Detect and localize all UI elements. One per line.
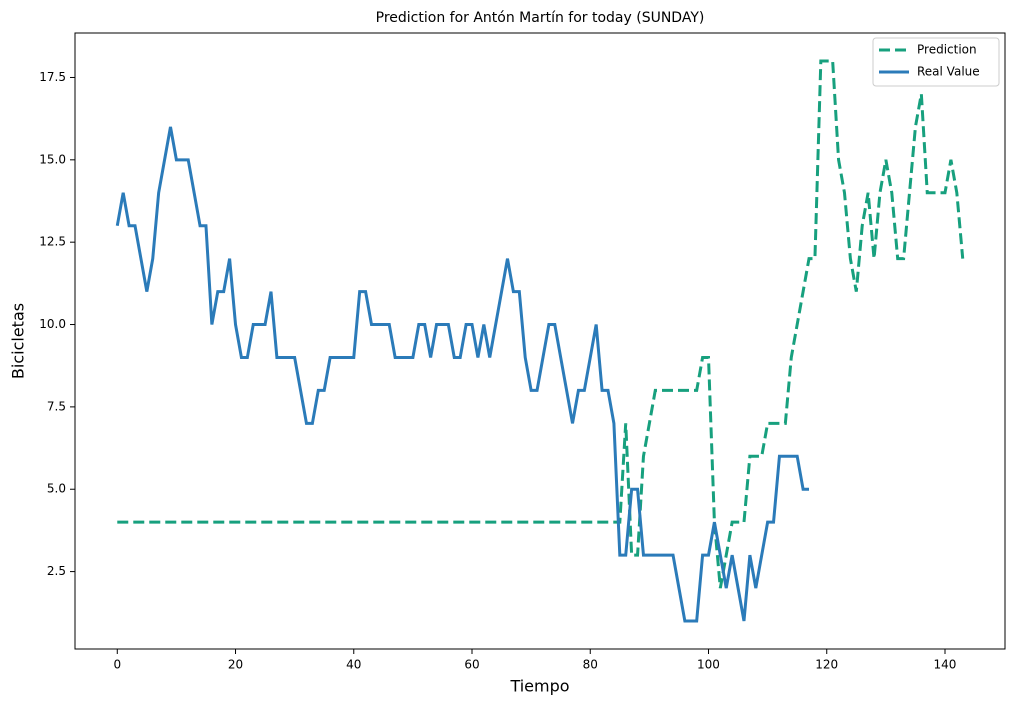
x-tick-label: 20 (228, 658, 243, 672)
legend-label: Prediction (917, 43, 977, 57)
legend-label: Real Value (917, 65, 980, 79)
data-line (115, 126, 810, 623)
y-tick-label: 2.5 (47, 564, 66, 578)
y-tick-label: 10.0 (39, 317, 66, 331)
y-tick-label: 5.0 (47, 482, 66, 496)
plot-frame (74, 32, 1006, 650)
y-tick-label: 7.5 (47, 399, 66, 413)
chart-title: Prediction for Antón Martín for today (S… (376, 10, 705, 26)
x-tick-label: 60 (464, 658, 479, 672)
x-tick-label: 120 (815, 658, 838, 672)
y-tick-label: 17.5 (39, 70, 66, 84)
x-tick-label: 140 (934, 658, 957, 672)
x-tick-label: 80 (583, 658, 598, 672)
y-tick-label: 12.5 (39, 235, 66, 249)
x-tick-label: 0 (113, 658, 121, 672)
y-axis-label: Bicicletas (9, 303, 28, 379)
data-line (117, 59, 965, 589)
x-tick-label: 40 (346, 658, 361, 672)
x-tick-label: 100 (697, 658, 720, 672)
y-tick-label: 15.0 (39, 152, 66, 166)
x-axis-label: Tiempo (509, 677, 569, 696)
